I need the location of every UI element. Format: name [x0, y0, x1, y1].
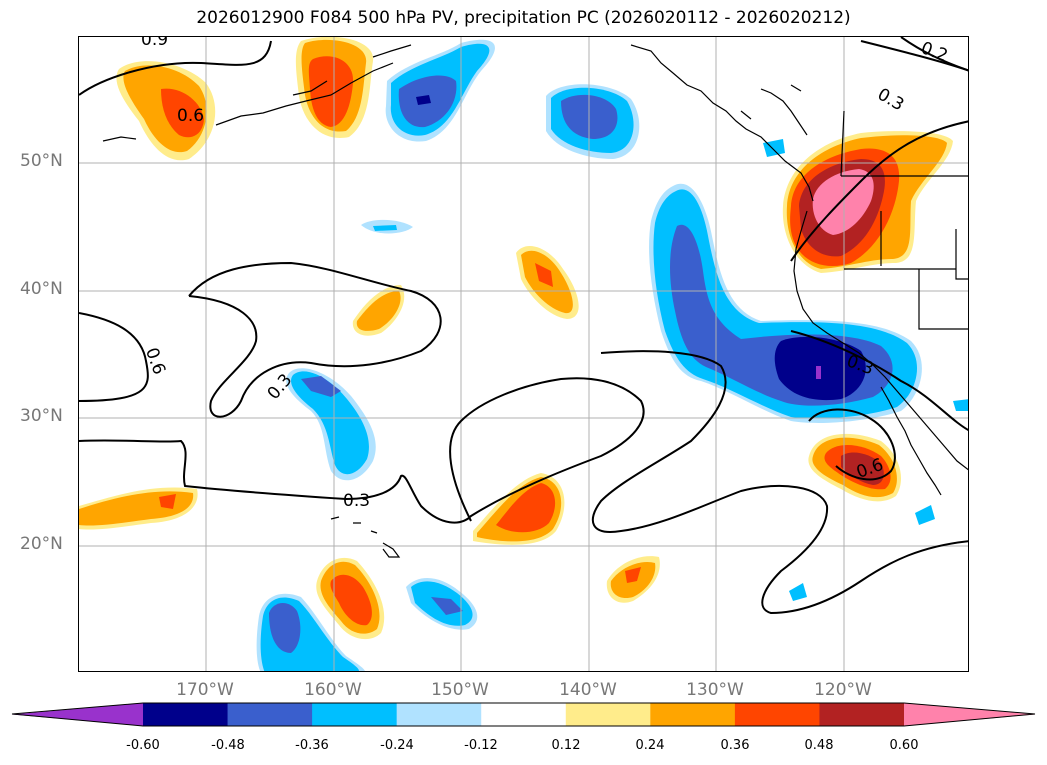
colorbar-segment	[819, 703, 905, 726]
colorbar-segment	[481, 703, 567, 726]
coastlines	[102, 44, 968, 558]
contour-label: 0.3	[343, 491, 370, 511]
baja-coast	[880, 386, 942, 496]
lat-label-50n: 50°N	[20, 151, 63, 171]
precip-positive-area	[812, 169, 874, 235]
contour-03-coast	[790, 330, 968, 431]
colorbar	[11, 702, 1036, 727]
precip-negative-area	[291, 371, 369, 475]
lat-label-20n: 20°N	[20, 534, 63, 554]
contour-02-topright	[900, 37, 968, 72]
colorbar-tick: 0.12	[551, 738, 581, 753]
colorbar-tick: -0.12	[464, 738, 498, 753]
lon-label-170w: 170°W	[176, 680, 234, 700]
precip-negative-area	[953, 399, 968, 411]
precip-negative-area	[816, 366, 821, 379]
precip-positive-area	[330, 574, 372, 626]
graticule	[79, 37, 968, 671]
precip-positive-area	[79, 491, 194, 526]
lat-label-40n: 40°N	[20, 279, 63, 299]
contour-label: 0.9	[141, 37, 168, 50]
precip-negative-area	[763, 139, 785, 157]
contour-03-pacific	[591, 350, 968, 615]
precip-positive-area	[625, 567, 641, 583]
colorbar-extend-max	[904, 703, 1035, 726]
colorbar-tick: 0.24	[635, 738, 665, 753]
contour-03-central	[188, 261, 442, 418]
contour-06-baja	[808, 408, 896, 481]
precip-negative-area	[373, 225, 397, 231]
map-panel[interactable]: 0.9 0.6 0.3 0.3 0.6 0.3 0.3 0.6 0.2	[78, 36, 969, 672]
colorbar-tick: -0.48	[211, 738, 245, 753]
contour-06-left	[79, 312, 149, 402]
precip-negative-area	[431, 597, 463, 615]
precip-positive-area	[496, 483, 556, 533]
precip-negative-area	[301, 376, 341, 397]
pv-contours	[79, 37, 968, 615]
lon-label-120w: 120°W	[814, 680, 872, 700]
map-title: 2026012900 F084 500 hPa PV, precipitatio…	[196, 8, 851, 28]
colorbar-tick: -0.36	[295, 738, 329, 753]
canada-coast	[740, 84, 808, 136]
colorbar-tick: -0.60	[126, 738, 160, 753]
precipitation-shading	[79, 37, 968, 671]
lat-label-30n: 30°N	[20, 406, 63, 426]
precip-positive-area	[308, 56, 354, 127]
colorbar-segment	[650, 703, 736, 726]
contour-03-south	[79, 377, 645, 524]
hawaii-islands	[330, 516, 401, 558]
colorbar-segment	[734, 703, 820, 726]
lon-label-140w: 140°W	[559, 680, 617, 700]
lon-label-150w: 150°W	[431, 680, 489, 700]
alaska-peninsula	[630, 44, 814, 202]
alaska-coast	[102, 44, 412, 142]
contour-label: 0.3	[874, 84, 907, 115]
precip-positive-area	[356, 291, 401, 331]
precip-negative-area	[915, 505, 935, 525]
colorbar-segment	[143, 703, 229, 726]
contour-top-left	[79, 40, 272, 96]
colorbar-tick: -0.24	[380, 738, 414, 753]
colorbar-extend-min	[12, 703, 143, 726]
colorbar-segment	[565, 703, 651, 726]
colorbar-tick: 0.48	[804, 738, 834, 753]
precip-positive-area	[535, 263, 553, 287]
contour-label: 0.6	[141, 345, 169, 377]
precip-positive-area	[159, 494, 176, 509]
colorbar-segment	[312, 703, 398, 726]
precip-positive-area	[841, 452, 884, 485]
precip-negative-area	[416, 95, 431, 105]
precip-positive-area	[161, 88, 204, 138]
colorbar-segment	[396, 703, 482, 726]
us-border	[840, 110, 968, 330]
lon-label-160w: 160°W	[304, 680, 362, 700]
colorbar-outline	[11, 702, 1036, 727]
colorbar-segment	[227, 703, 313, 726]
precip-negative-area	[269, 602, 301, 653]
precip-negative-area	[789, 583, 807, 601]
contour-label: 0.6	[177, 106, 204, 126]
colorbar-segments	[12, 703, 1035, 726]
colorbar-tick: 0.60	[889, 738, 919, 753]
west-coast	[793, 210, 968, 471]
map-canvas: 0.9 0.6 0.3 0.3 0.6 0.3 0.3 0.6 0.2	[79, 37, 968, 671]
colorbar-tick: 0.36	[720, 738, 750, 753]
lon-label-130w: 130°W	[686, 680, 744, 700]
